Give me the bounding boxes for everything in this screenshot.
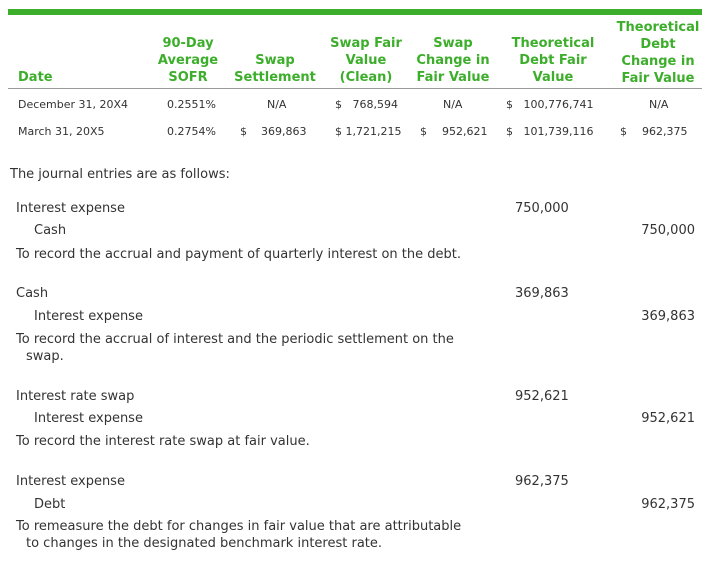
row2-swap-change-value: 952,621 [442, 125, 488, 138]
header-sofr: 90-Day Average SOFR [157, 36, 219, 85]
journal-intro: The journal entries are as follows: [10, 167, 230, 182]
row1-swap-fv: $ 768,594 [335, 98, 398, 111]
entry3-credit-amount: 952,621 [641, 411, 695, 426]
header-debt-fair-value: Theoretical Debt Fair Value [511, 36, 595, 85]
header-debt-change: Theoretical Debt Change in Fair Value [616, 20, 700, 86]
header-date: Date [18, 70, 53, 85]
entry3-debit-account: Interest rate swap [16, 389, 135, 404]
entry4-description: To remeasure the debt for changes in fai… [16, 519, 462, 551]
row1-date: December 31, 20X4 [18, 98, 129, 111]
row2-debt-change-symbol: $ [620, 125, 627, 138]
entry4-credit-account: Debt [34, 497, 66, 512]
row2-settlement-value: 369,863 [261, 125, 307, 138]
entry2-debit-account: Cash [16, 286, 49, 301]
entry4-debit-amount: 962,375 [515, 474, 569, 489]
entry4-credit-amount: 962,375 [641, 497, 695, 512]
entry3-description: To record the interest rate swap at fair… [16, 434, 310, 449]
entry1-description: To record the accrual and payment of qua… [16, 247, 462, 262]
entry2-credit-amount: 369,863 [641, 309, 695, 324]
entry2-debit-amount: 369,863 [515, 286, 569, 301]
row1-sofr: 0.2551% [167, 98, 216, 111]
entry1-debit-account: Interest expense [16, 201, 125, 216]
row2-swap-change-symbol: $ [420, 125, 427, 138]
entry1-debit-amount: 750,000 [515, 201, 569, 216]
header-swap-settlement: Swap Settlement [234, 53, 316, 85]
row2-date: March 31, 20X5 [18, 125, 105, 138]
row2-debt-fv: $ 101,739,116 [506, 125, 594, 138]
row1-swap-change: N/A [443, 98, 463, 111]
row2-debt-change-value: 962,375 [642, 125, 688, 138]
entry1-credit-account: Cash [34, 223, 67, 238]
entry3-credit-account: Interest expense [34, 411, 143, 426]
table-top-bar [8, 9, 702, 15]
row1-settlement: N/A [267, 98, 287, 111]
header-swap-change: Swap Change in Fair Value [416, 36, 490, 85]
row1-debt-change: N/A [649, 98, 669, 111]
entry4-debit-account: Interest expense [16, 474, 125, 489]
header-swap-fair-value: Swap Fair Value (Clean) [330, 36, 402, 85]
entry1-credit-amount: 750,000 [641, 223, 695, 238]
row2-settlement-symbol: $ [240, 125, 247, 138]
header-rule [8, 88, 702, 89]
entry2-description: To record the accrual of interest and th… [16, 332, 454, 364]
row1-debt-fv: $ 100,776,741 [506, 98, 594, 111]
row2-swap-fv: $ 1,721,215 [335, 125, 402, 138]
row2-sofr: 0.2754% [167, 125, 216, 138]
entry3-debit-amount: 952,621 [515, 389, 569, 404]
entry2-credit-account: Interest expense [34, 309, 143, 324]
